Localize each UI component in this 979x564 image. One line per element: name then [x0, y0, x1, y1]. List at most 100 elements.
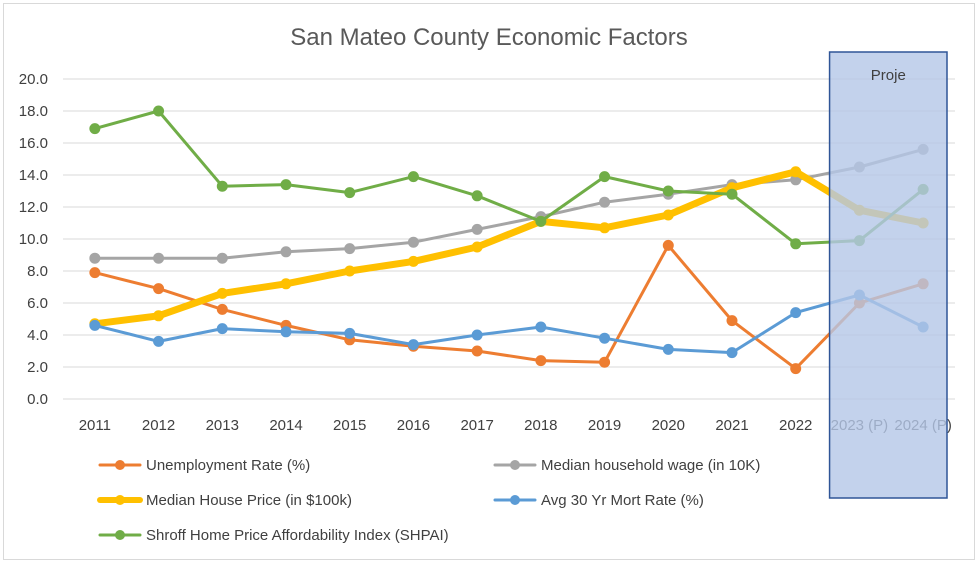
series-line: [93, 109, 925, 246]
legend-item[interactable]: Median House Price (in $100k): [97, 492, 352, 509]
y-tick-label: 8.0: [27, 263, 48, 280]
legend[interactable]: Unemployment Rate (%) Median household wa…: [97, 457, 760, 544]
legend-swatch-marker: [510, 495, 520, 505]
series-2: [89, 166, 929, 330]
data-point: [344, 265, 356, 277]
x-tick-label: 2013: [206, 417, 239, 434]
data-point: [407, 236, 419, 248]
data-point: [726, 315, 738, 327]
data-point: [535, 215, 547, 227]
legend-swatch-marker: [115, 530, 125, 540]
data-point: [662, 209, 674, 221]
data-point: [599, 332, 611, 344]
y-tick-label: 4.0: [27, 327, 48, 344]
legend-label: Median household wage (in 10K): [541, 457, 760, 474]
series-4: [89, 105, 929, 250]
data-point: [471, 223, 483, 235]
data-point: [535, 355, 547, 367]
series-0: [89, 239, 929, 375]
data-point: [216, 252, 228, 264]
y-tick-label: 18.0: [19, 103, 48, 120]
series-3: [89, 289, 929, 359]
series-1: [89, 143, 929, 264]
legend-item[interactable]: Unemployment Rate (%): [98, 457, 310, 474]
data-point: [790, 166, 802, 178]
data-point: [790, 238, 802, 250]
legend-label: Shroff Home Price Affordability Index (S…: [146, 527, 449, 544]
data-point: [407, 255, 419, 267]
legend-label: Unemployment Rate (%): [146, 457, 310, 474]
data-point: [599, 171, 611, 183]
y-tick-label: 10.0: [19, 231, 48, 248]
series-line: [93, 243, 925, 371]
series-line: [93, 147, 925, 260]
data-point: [280, 278, 292, 290]
gridlines: [63, 78, 955, 400]
y-tick-label: 20.0: [19, 71, 48, 88]
data-point: [153, 252, 165, 264]
x-tick-label: 2014: [269, 417, 302, 434]
data-point: [471, 329, 483, 341]
y-tick-label: 0.0: [27, 391, 48, 408]
data-point: [726, 347, 738, 359]
y-tick-label: 12.0: [19, 199, 48, 216]
chart-frame: [3, 3, 975, 560]
data-point: [153, 310, 165, 322]
x-axis-ticks: 2011 2012 2013 2014 2015 2016 2017 2018 2019 2020…: [79, 417, 952, 434]
chart-title: San Mateo County Economic Factors: [290, 24, 688, 51]
y-tick-label: 6.0: [27, 295, 48, 312]
projection-region: [828, 51, 948, 499]
legend-item[interactable]: Median household wage (in 10K): [493, 457, 760, 474]
data-point: [89, 252, 101, 264]
data-point: [535, 321, 547, 333]
legend-item[interactable]: Shroff Home Price Affordability Index (S…: [98, 527, 449, 544]
series-line: [91, 168, 927, 328]
legend-swatch-marker: [115, 495, 125, 505]
series-line: [93, 293, 925, 355]
data-point: [344, 243, 356, 255]
y-tick-label: 14.0: [19, 167, 48, 184]
data-point: [344, 187, 356, 199]
y-axis-ticks: 0.0 2.0 4.0 6.0 8.0 10.0 12.0 14.0 16.0 18.0 20.0: [19, 71, 48, 408]
projection-label: Proje: [871, 67, 906, 84]
data-point: [790, 363, 802, 375]
data-point: [153, 283, 165, 295]
y-tick-label: 2.0: [27, 359, 48, 376]
x-tick-label: 2019: [588, 417, 621, 434]
data-point: [662, 185, 674, 197]
data-point: [153, 335, 165, 347]
data-point: [216, 303, 228, 315]
x-tick-label: 2017: [460, 417, 493, 434]
x-tick-label: 2020: [652, 417, 685, 434]
data-point: [599, 222, 611, 234]
data-point: [471, 190, 483, 202]
legend-swatch-marker: [510, 460, 520, 470]
data-point: [407, 171, 419, 183]
data-point: [471, 241, 483, 253]
x-tick-label: 2022: [779, 417, 812, 434]
data-point: [790, 307, 802, 319]
legend-label: Median House Price (in $100k): [146, 492, 352, 509]
data-point: [89, 123, 101, 135]
series-group: [89, 105, 929, 375]
data-point: [599, 356, 611, 368]
legend-label: Avg 30 Yr Mort Rate (%): [541, 492, 704, 509]
legend-swatch-marker: [115, 460, 125, 470]
y-tick-label: 16.0: [19, 135, 48, 152]
data-point: [471, 345, 483, 357]
legend-item[interactable]: Avg 30 Yr Mort Rate (%): [493, 492, 704, 509]
projection-box: Proje: [828, 51, 948, 499]
x-tick-label: 2016: [397, 417, 430, 434]
x-tick-label: 2021: [715, 417, 748, 434]
data-point: [153, 105, 165, 117]
data-point: [407, 339, 419, 351]
x-tick-label: 2015: [333, 417, 366, 434]
data-point: [599, 196, 611, 208]
x-tick-label: 2011: [79, 417, 111, 434]
data-point: [662, 239, 674, 251]
data-point: [344, 327, 356, 339]
data-point: [280, 179, 292, 191]
x-tick-label: 2018: [524, 417, 557, 434]
data-point: [280, 246, 292, 258]
